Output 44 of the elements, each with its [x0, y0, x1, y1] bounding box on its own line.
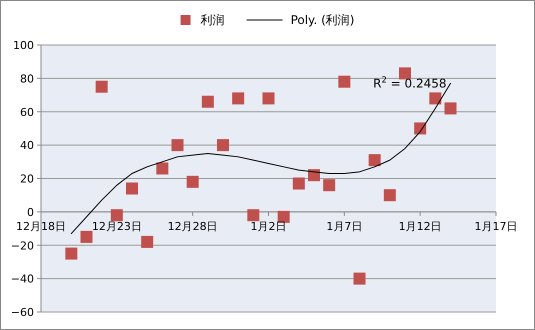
y-tick-label: −20	[10, 239, 34, 252]
point	[338, 76, 350, 88]
point	[186, 176, 199, 188]
y-tick-label: 20	[20, 172, 34, 186]
x-tick-label: 12月28日	[168, 220, 218, 233]
point	[308, 169, 320, 182]
point	[96, 80, 108, 93]
point	[217, 139, 229, 152]
y-tick-label: 0	[27, 206, 34, 219]
x-tick-label: 1月2日	[250, 220, 286, 233]
x-tick-label: 1月12日	[398, 220, 442, 233]
y-tick-label: 100	[13, 39, 34, 52]
point	[429, 92, 442, 104]
x-tick-label: 1月17日	[474, 220, 518, 233]
point	[278, 210, 290, 223]
point	[110, 209, 123, 222]
x-tick-label: 1月7日	[326, 220, 362, 233]
point	[292, 178, 305, 190]
y-tick-label: −40	[10, 272, 34, 286]
legend-label: Poly. (利润)	[290, 13, 354, 27]
point	[399, 67, 411, 80]
annotation: R$^{2}$ = 0.2458	[373, 74, 447, 91]
point	[156, 162, 168, 174]
point	[247, 209, 260, 222]
legend-label: 利润	[200, 13, 225, 27]
y-tick-label: 40	[20, 139, 34, 152]
point	[172, 139, 184, 152]
point	[65, 248, 78, 260]
x-tick-label: 12月23日	[92, 220, 142, 233]
point	[126, 182, 138, 195]
y-tick-label: 80	[20, 72, 34, 86]
point	[141, 236, 154, 248]
point	[354, 272, 366, 285]
point	[368, 154, 381, 166]
point	[323, 179, 336, 192]
point	[232, 92, 244, 104]
point	[444, 102, 456, 114]
point	[80, 230, 92, 243]
point	[202, 96, 214, 108]
y-tick-label: −60	[10, 306, 34, 319]
point	[262, 92, 274, 104]
point	[384, 189, 396, 202]
y-tick-label: 60	[20, 106, 34, 119]
x-tick-label: 12月18日	[16, 220, 66, 233]
